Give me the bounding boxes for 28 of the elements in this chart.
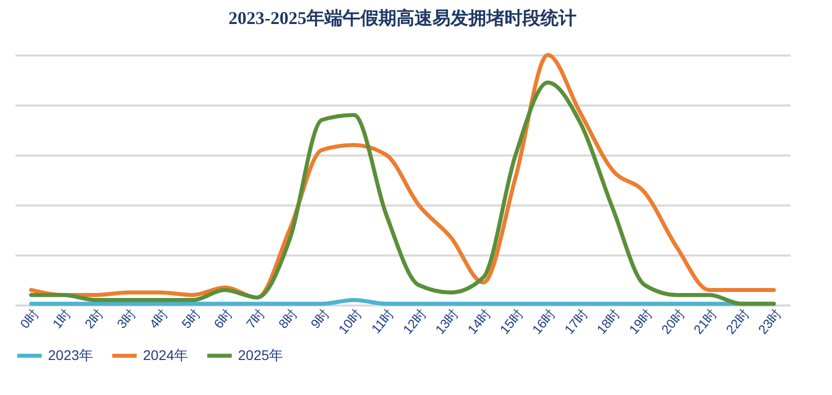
x-tick-label: 5时 [178,306,204,332]
x-tick-label: 16时 [529,306,558,337]
x-tick-label: 20时 [658,306,688,337]
x-tick-label: 9时 [308,306,332,332]
x-tick-label: 2时 [82,306,106,332]
x-tick-label: 7时 [243,306,268,332]
chart-title: 2023-2025年端午假期高速易发拥堵时段统计 [228,8,576,28]
x-tick-label: 22时 [722,306,752,337]
x-tick-label: 4时 [146,306,171,332]
x-tick-label: 19时 [626,306,656,337]
x-tick-label: 23时 [755,306,784,337]
legend-label: 2024年 [143,346,188,363]
x-tick-label: 6时 [210,306,236,332]
legend-label: 2023年 [48,346,94,363]
legend-label: 2025年 [238,346,284,363]
x-tick-label: 13时 [432,306,462,337]
x-tick-label: 10时 [335,306,365,337]
x-tick-label: 8时 [275,306,300,332]
x-tick-label: 21时 [690,306,720,337]
x-tick-label: 3时 [114,306,138,332]
x-tick-label: 15时 [496,306,526,337]
x-tick-label: 18时 [594,306,623,337]
x-tick-label: 17时 [561,306,591,337]
x-tick-label: 11时 [368,306,397,336]
x-tick-label: 0时 [17,306,42,332]
x-tick-label: 14时 [464,306,494,337]
x-tick-label: 12时 [400,306,430,337]
x-tick-label: 1时 [49,306,74,332]
